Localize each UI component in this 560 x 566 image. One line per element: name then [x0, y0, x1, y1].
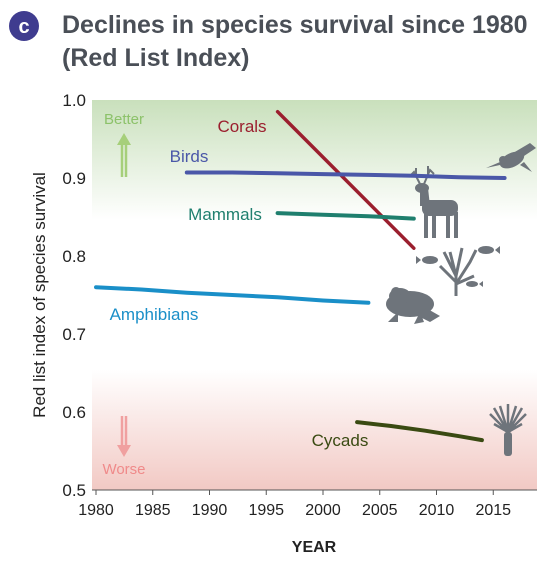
series-label-birds: Birds	[170, 147, 209, 166]
series-line-birds	[184, 170, 507, 180]
better-band	[92, 100, 537, 220]
series-layer	[94, 109, 507, 443]
y-ticks: 0.5 0.6 0.7 0.8 0.9 1.0	[62, 91, 86, 500]
panel-badge	[9, 11, 39, 41]
header: c Declines in species survival since 198…	[9, 11, 528, 72]
series-label-amphibians: Amphibians	[110, 305, 199, 324]
y-tick-label: 1.0	[62, 91, 86, 110]
x-axis-label: YEAR	[292, 539, 337, 556]
series-label-cycads: Cycads	[312, 431, 369, 450]
x-tick-label: 2005	[362, 502, 398, 519]
frog-icon	[386, 287, 440, 324]
chart-title-line2: (Red List Index)	[62, 44, 250, 72]
series-line-mammals	[275, 211, 416, 221]
worse-indicator: Worse	[102, 416, 146, 478]
panel-badge-label: c	[18, 16, 29, 38]
axes: 0.5 0.6 0.7 0.8 0.9 1.0 1980 1985 1990 1995 2000 2…	[30, 91, 537, 556]
hummingbird-icon	[486, 143, 536, 172]
series-line-amphibians	[94, 285, 371, 305]
x-tick-label: 2000	[305, 502, 341, 519]
worse-label: Worse	[102, 461, 145, 478]
y-tick-label: 0.6	[62, 403, 86, 422]
x-ticks: 1980 1985 1990 1995 2000 2005 2010 2015	[78, 490, 511, 519]
series-labels: Corals Birds Mammals Amphibians Cycads	[110, 117, 369, 450]
y-axis-label: Red list index of species survival	[30, 172, 49, 418]
x-tick-label: 1980	[78, 502, 114, 519]
x-tick-label: 1990	[192, 502, 228, 519]
x-tick-label: 2015	[475, 502, 511, 519]
series-line-cycads	[355, 420, 484, 443]
worse-arrow-icon	[117, 445, 131, 457]
series-line-corals	[275, 109, 416, 250]
series-label-corals: Corals	[217, 117, 266, 136]
deer-icon	[409, 166, 458, 238]
x-tick-label: 1985	[135, 502, 171, 519]
series-label-mammals: Mammals	[188, 205, 262, 224]
better-indicator: Better	[104, 111, 144, 177]
cycad-palm-icon	[489, 404, 527, 456]
better-label: Better	[104, 111, 144, 128]
x-tick-label: 2010	[419, 502, 455, 519]
y-tick-label: 0.8	[62, 247, 86, 266]
better-arrow-icon	[117, 133, 131, 145]
coral-fish-icon	[416, 246, 500, 296]
chart-title-line1: Declines in species survival since 1980	[62, 11, 528, 39]
y-tick-label: 0.7	[62, 325, 86, 344]
x-tick-label: 1995	[248, 502, 284, 519]
y-tick-label: 0.5	[62, 481, 86, 500]
y-tick-label: 0.9	[62, 169, 86, 188]
worse-band	[92, 370, 537, 490]
